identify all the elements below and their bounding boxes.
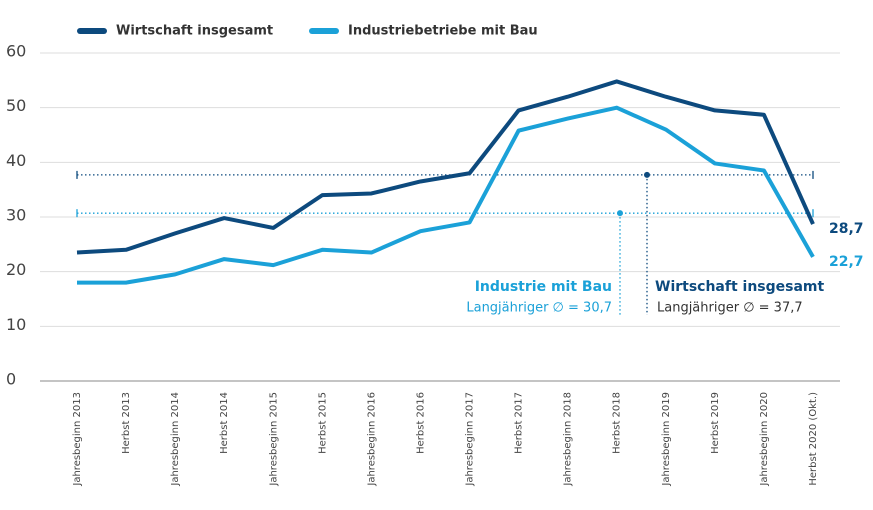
y-tick-label: 50 bbox=[6, 96, 26, 115]
legend-label: Wirtschaft insgesamt bbox=[116, 24, 273, 39]
x-tick-label: Herbst 2020 (Okt.) bbox=[808, 392, 819, 486]
annotation-title: Industrie mit Bau bbox=[475, 279, 612, 295]
x-tick-label: Jahresbeginn 2016 bbox=[366, 392, 377, 487]
x-tick-label: Herbst 2016 bbox=[415, 392, 426, 454]
series-line bbox=[76, 79, 815, 255]
average-dot bbox=[644, 171, 650, 178]
x-tick-label: Herbst 2014 bbox=[219, 392, 230, 454]
y-tick-label: 0 bbox=[6, 370, 16, 389]
x-tick-label: Herbst 2019 bbox=[710, 392, 721, 454]
x-tick-label: Jahresbeginn 2018 bbox=[563, 392, 574, 487]
x-tick-label: Jahresbeginn 2013 bbox=[72, 392, 83, 487]
x-tick-label: Jahresbeginn 2020 bbox=[759, 392, 770, 487]
x-tick-label: Jahresbeginn 2015 bbox=[268, 392, 279, 487]
average-dot bbox=[617, 210, 623, 217]
x-tick-label: Herbst 2015 bbox=[317, 392, 328, 454]
annotation-label: Langjähriger ∅ = 30,7 bbox=[466, 301, 612, 316]
legend-label: Industriebetriebe mit Bau bbox=[348, 24, 538, 39]
value-label: 28,7 bbox=[829, 221, 864, 237]
x-tick-label: Jahresbeginn 2014 bbox=[170, 392, 181, 487]
x-tick-label: Jahresbeginn 2019 bbox=[661, 392, 672, 487]
x-tick-label: Herbst 2013 bbox=[121, 392, 132, 454]
series-line bbox=[77, 105, 815, 285]
annotation-label: Langjähriger ∅ = 37,7 bbox=[657, 301, 803, 316]
y-tick-label: 30 bbox=[6, 206, 26, 225]
x-tick-label: Jahresbeginn 2017 bbox=[465, 392, 476, 487]
annotation-title: Wirtschaft insgesamt bbox=[655, 279, 825, 295]
x-tick-label: Herbst 2018 bbox=[612, 392, 623, 454]
value-label: 22,7 bbox=[829, 254, 864, 270]
x-tick-label: Herbst 2017 bbox=[514, 392, 525, 454]
y-tick-label: 10 bbox=[6, 315, 26, 334]
y-tick-label: 20 bbox=[6, 260, 26, 279]
y-tick-label: 60 bbox=[6, 42, 26, 61]
y-tick-label: 40 bbox=[6, 151, 26, 170]
